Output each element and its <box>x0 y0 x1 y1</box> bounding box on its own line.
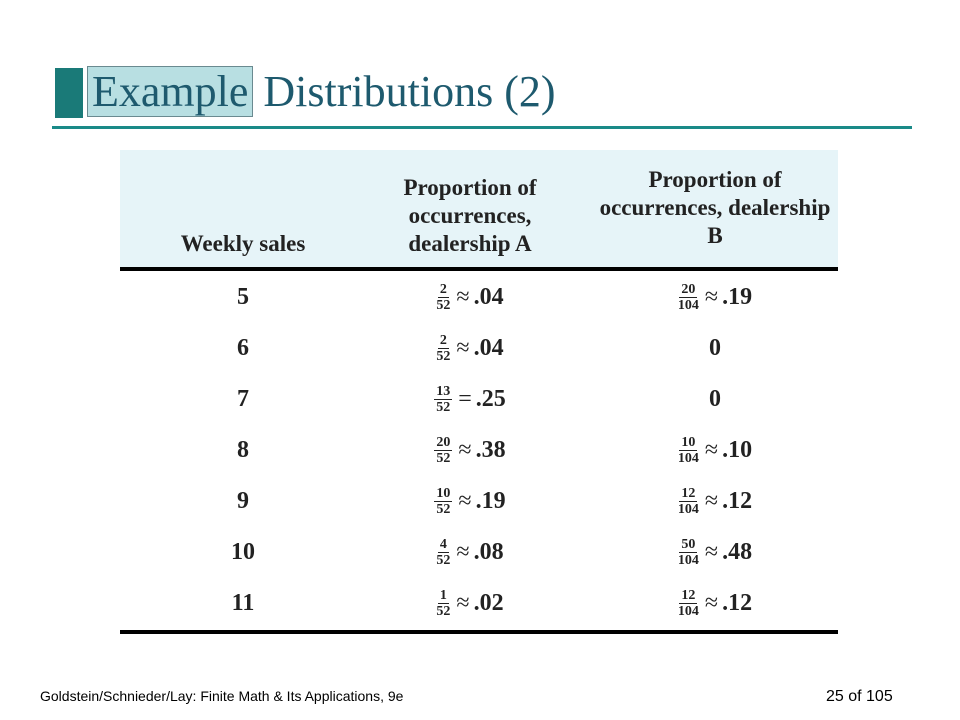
sales-cell: 8 <box>237 437 249 463</box>
fraction: 4 52 <box>436 537 450 568</box>
proportion-value: .48 <box>722 539 753 565</box>
fraction: 12 104 <box>678 588 699 619</box>
denominator: 52 <box>436 451 451 466</box>
relation: ≈ <box>458 488 472 514</box>
title-rest: Distributions (2) <box>263 67 556 116</box>
relation: ≈ <box>704 284 719 310</box>
sales-cell: 6 <box>237 335 249 361</box>
title-rule <box>52 126 912 129</box>
fraction: 13 52 <box>434 384 453 415</box>
proportion-value: .19 <box>475 488 506 514</box>
proportion-value: .04 <box>473 335 504 361</box>
fraction: 10 52 <box>434 486 453 517</box>
proportion-cell: 10 52 ≈ .19 <box>370 476 570 527</box>
bottom-rule <box>120 630 838 634</box>
numerator: 20 <box>434 435 453 451</box>
denominator: 104 <box>677 298 699 313</box>
proportion-cell: 12 104 ≈ .12 <box>615 476 815 527</box>
proportion-value: .02 <box>473 590 504 616</box>
proportion-cell: 13 52 = .25 <box>370 374 570 425</box>
proportion-cell: 10 104 ≈ .10 <box>615 425 815 476</box>
fraction: 10 104 <box>678 435 699 466</box>
footer-page: 25 of 105 <box>826 688 893 705</box>
footer-source: Goldstein/Schnieder/Lay: Finite Math & I… <box>40 688 404 704</box>
numerator: 12 <box>679 486 698 502</box>
title: Example Distributions (2) <box>86 64 556 120</box>
denominator: 104 <box>677 553 699 568</box>
relation: ≈ <box>704 437 719 463</box>
proportion-value: .12 <box>722 590 753 616</box>
numerator: 20 <box>679 282 698 298</box>
proportion-cell: 4 52 ≈ .08 <box>370 527 570 578</box>
proportion-cell: 12 104 ≈ .12 <box>615 578 815 629</box>
proportion-cell: 1 52 ≈ .02 <box>370 578 570 629</box>
proportion-value: .10 <box>722 437 753 463</box>
relation: ≈ <box>704 488 719 514</box>
title-highlight: Example <box>86 66 254 117</box>
fraction: 20 104 <box>678 282 699 313</box>
numerator: 12 <box>679 588 698 604</box>
proportion-cell: 0 <box>615 323 815 374</box>
proportion-value: .04 <box>473 284 504 310</box>
header-cell: Proportion of occurrences, dealership A <box>403 175 537 256</box>
proportion-cell: 0 <box>615 374 815 425</box>
relation: ≈ <box>456 335 470 361</box>
proportion-cell: 50 104 ≈ .48 <box>615 527 815 578</box>
numerator: 10 <box>434 486 453 502</box>
numerator: 4 <box>437 537 449 553</box>
relation: ≈ <box>704 539 719 565</box>
denominator: 52 <box>436 349 451 364</box>
numerator: 50 <box>679 537 698 553</box>
proportion-value: 0 <box>709 335 721 361</box>
numerator: 2 <box>437 333 449 349</box>
proportion-cell: 2 52 ≈ .04 <box>370 272 570 323</box>
relation: ≈ <box>456 539 470 565</box>
denominator: 52 <box>436 502 451 517</box>
proportion-value: 0 <box>709 386 721 412</box>
fraction: 50 104 <box>678 537 699 568</box>
fraction: 20 52 <box>434 435 453 466</box>
denominator: 52 <box>436 553 451 568</box>
proportion-cell: 20 52 ≈ .38 <box>370 425 570 476</box>
proportion-value: .38 <box>475 437 506 463</box>
relation: ≈ <box>456 284 470 310</box>
proportion-value: .12 <box>722 488 753 514</box>
numerator: 10 <box>679 435 698 451</box>
denominator: 52 <box>436 400 451 415</box>
proportion-value: .08 <box>473 539 504 565</box>
relation: ≈ <box>458 437 472 463</box>
title-marker <box>55 68 83 118</box>
denominator: 52 <box>436 298 451 313</box>
sales-cell: 11 <box>231 590 255 616</box>
fraction: 2 52 <box>436 282 450 313</box>
header-rule <box>120 267 838 271</box>
header-cell: Proportion of occurrences, dealership B <box>599 167 831 248</box>
numerator: 2 <box>437 282 449 298</box>
sales-cell: 7 <box>237 386 249 412</box>
numerator: 13 <box>434 384 453 400</box>
denominator: 104 <box>677 451 699 466</box>
proportion-value: .25 <box>475 386 506 412</box>
fraction: 1 52 <box>436 588 450 619</box>
denominator: 104 <box>677 604 699 619</box>
denominator: 104 <box>677 502 699 517</box>
relation: ≈ <box>456 590 470 616</box>
header-cell: Weekly sales <box>180 231 306 256</box>
relation: = <box>458 386 472 412</box>
sales-cell: 9 <box>237 488 249 514</box>
denominator: 52 <box>436 604 451 619</box>
proportion-cell: 20 104 ≈ .19 <box>615 272 815 323</box>
proportion-cell: 2 52 ≈ .04 <box>370 323 570 374</box>
relation: ≈ <box>704 590 719 616</box>
sales-cell: 10 <box>231 539 255 565</box>
sales-cell: 5 <box>237 284 249 310</box>
fraction: 2 52 <box>436 333 450 364</box>
table-header: Weekly sales Proportion of occurrences, d… <box>120 150 838 268</box>
proportion-value: .19 <box>722 284 753 310</box>
numerator: 1 <box>437 588 449 604</box>
fraction: 12 104 <box>678 486 699 517</box>
